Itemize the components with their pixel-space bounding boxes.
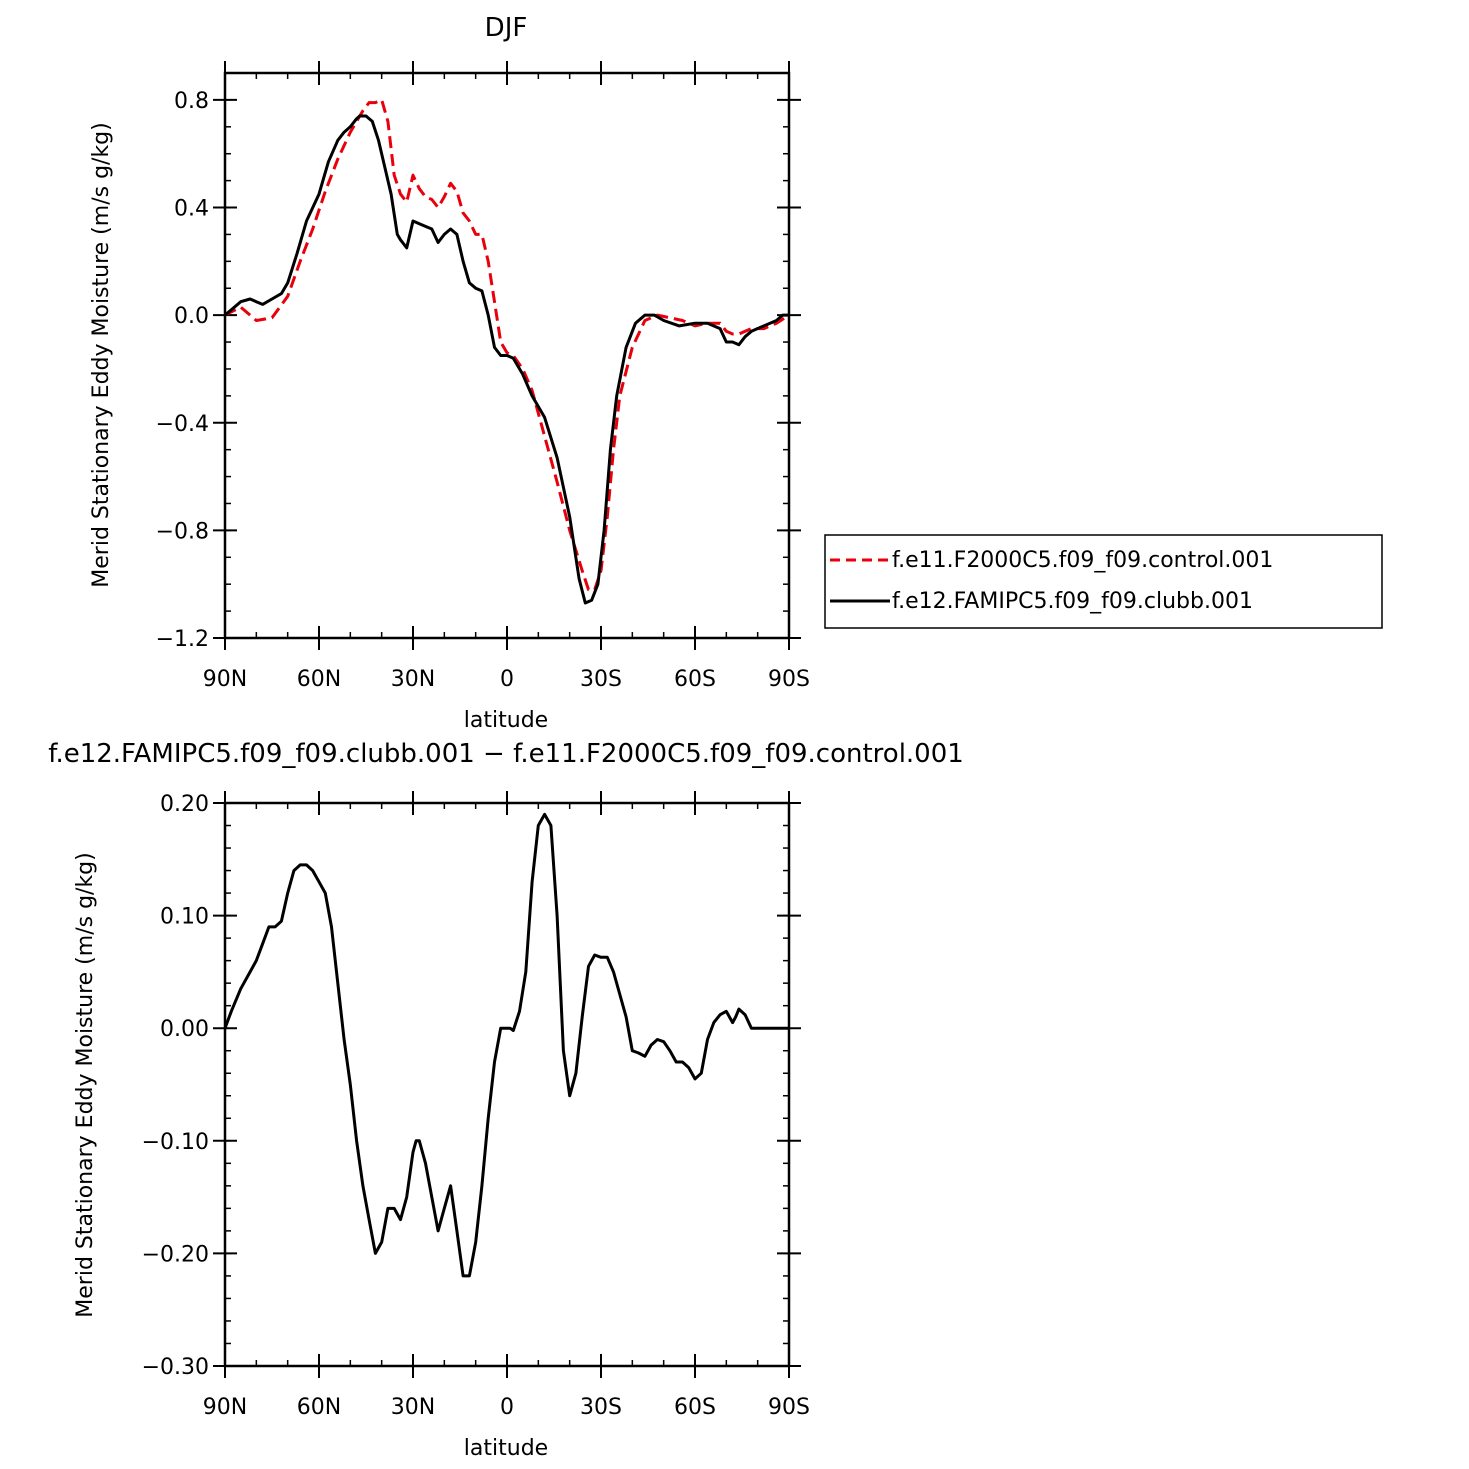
bottom-x-tick-label: 60N — [297, 1395, 341, 1420]
top-x-tick-label: 90N — [203, 667, 247, 692]
top-x-tick-label: 90S — [768, 667, 810, 692]
bottom-y-tick-label: −0.10 — [142, 1130, 209, 1155]
top-chart-title: DJF — [485, 13, 528, 43]
legend-box — [824, 534, 1383, 629]
bottom-y-tick-label: −0.20 — [142, 1242, 209, 1267]
top-y-tick-label: 0.0 — [174, 304, 209, 329]
top-x-axis-title: latitude — [464, 708, 548, 733]
bottom-y-tick-label: 0.10 — [160, 905, 209, 930]
top-x-tick-label: 60N — [297, 667, 341, 692]
top-y-tick-label: 0.4 — [174, 197, 209, 222]
top-y-axis-title: Merid Stationary Eddy Moisture (m/s g/kg… — [89, 122, 114, 587]
bottom-y-axis-title: Merid Stationary Eddy Moisture (m/s g/kg… — [73, 852, 98, 1317]
top-x-tick-label: 60S — [674, 667, 716, 692]
top-panel: DJF Merid Stationary Eddy Moisture (m/s … — [89, 13, 1383, 733]
legend-label-clubb: f.e12.FAMIPC5.f09_f09.clubb.001 — [892, 589, 1253, 614]
top-series-line-1 — [224, 114, 789, 605]
top-series-line-0 — [224, 98, 790, 592]
bottom-series-group — [223, 812, 789, 1278]
bottom-x-tick-label: 90N — [203, 1395, 247, 1420]
top-y-tick-label: 0.8 — [174, 89, 209, 114]
bottom-x-axis-title: latitude — [464, 1436, 548, 1461]
top-x-tick-label: 0 — [500, 667, 514, 692]
top-series-group — [224, 98, 790, 605]
bottom-series-line-0 — [223, 812, 789, 1278]
top-y-tick-label: −0.4 — [156, 412, 209, 437]
top-y-tick-label: −0.8 — [156, 519, 209, 544]
top-x-tick-label: 30N — [391, 667, 435, 692]
legend-label-control: f.e11.F2000C5.f09_f09.control.001 — [892, 548, 1273, 573]
bottom-x-tick-label: 60S — [674, 1395, 716, 1420]
bottom-x-tick-label: 30S — [580, 1395, 622, 1420]
bottom-x-tick-label: 30N — [391, 1395, 435, 1420]
bottom-y-tick-label: −0.30 — [142, 1355, 209, 1380]
bottom-y-tick-label: 0.20 — [160, 792, 209, 817]
top-x-tick-label: 30S — [580, 667, 622, 692]
bottom-panel: f.e12.FAMIPC5.f09_f09.clubb.001 − f.e11.… — [48, 739, 964, 1461]
bottom-axis-ticks: 90N 60N 30N 0 30S 60S 90S 0.20 0.10 0.00 −0.10 −0.2… — [142, 791, 810, 1420]
bottom-chart-title: f.e12.FAMIPC5.f09_f09.clubb.001 − f.e11.… — [48, 739, 964, 769]
bottom-x-tick-label: 90S — [768, 1395, 810, 1420]
bottom-plot-frame — [223, 801, 791, 1368]
top-y-tick-label: −1.2 — [156, 627, 209, 652]
bottom-y-tick-label: 0.00 — [160, 1017, 209, 1042]
legend: f.e11.F2000C5.f09_f09.control.001 f.e12.… — [824, 534, 1383, 629]
bottom-x-tick-label: 0 — [500, 1395, 514, 1420]
top-axis-ticks: 90N 60N 30N 0 30S 60S 90S 0.8 0.4 0.0 −0.4 −0.8 −1.2 — [156, 61, 810, 692]
